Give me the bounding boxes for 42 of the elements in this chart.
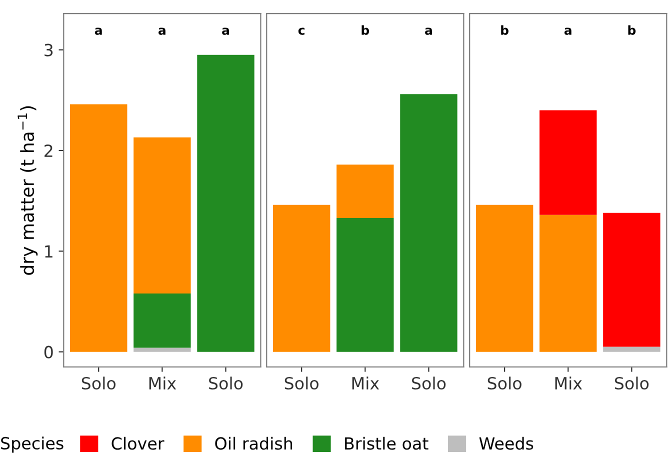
annotation: a: [222, 28, 229, 35]
x-tick-label: Solo: [614, 376, 649, 390]
bar: [603, 346, 660, 352]
x-tick-label: Solo: [209, 376, 243, 390]
bar: [540, 214, 597, 352]
legend-label: Oil radish: [215, 436, 292, 450]
y-axis-title: dry matter (t ha$^{−1}$): [18, 106, 38, 275]
x-tick-label: Mix: [149, 376, 176, 390]
annotation: b: [362, 25, 370, 35]
y-tick-label: 1: [45, 245, 52, 258]
legend-label: Weeds: [479, 436, 534, 450]
bar: [336, 164, 394, 218]
bar: [134, 348, 191, 352]
x-tick-label: Solo: [82, 376, 116, 390]
annotation: a: [564, 28, 572, 35]
y-tick-label: 3: [44, 44, 53, 56]
x-tick-label: Solo: [284, 376, 318, 390]
bar: [603, 212, 660, 347]
legend-label: Bristle oat: [345, 436, 428, 450]
bar: [134, 137, 191, 294]
bar: [336, 218, 394, 352]
annotation: a: [158, 28, 166, 35]
y-tick-label: 0: [44, 346, 53, 358]
legend-title: Species: [1, 436, 64, 453]
annotation: b: [628, 25, 636, 35]
y-tick-label: 2: [44, 144, 52, 157]
x-tick-label: Solo: [412, 376, 446, 390]
annotation: b: [501, 25, 508, 35]
bar: [197, 54, 254, 352]
annotation: a: [94, 28, 102, 35]
bar: [134, 293, 191, 348]
bar: [70, 104, 128, 352]
legend-label: Clover: [112, 436, 164, 450]
x-tick-label: Mix: [352, 376, 380, 390]
bar: [476, 204, 534, 352]
bar: [540, 110, 597, 215]
bar: [400, 94, 458, 352]
x-tick-label: Solo: [488, 376, 522, 390]
annotation: c: [298, 28, 304, 35]
bar: [272, 204, 330, 352]
annotation: a: [425, 28, 432, 35]
x-tick-label: Mix: [555, 376, 582, 390]
